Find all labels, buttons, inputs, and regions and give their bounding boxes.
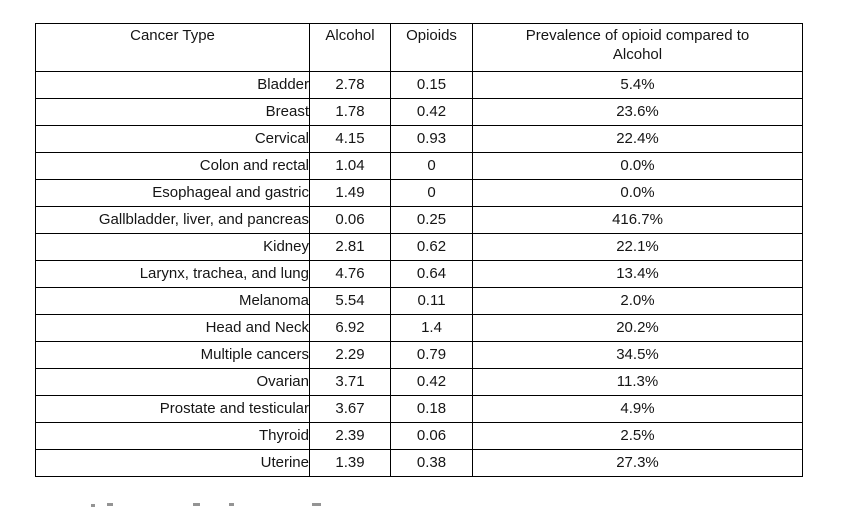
prevalence-cell: 5.4% [472,71,803,99]
table-row: Esophageal and gastric 1.49 0 0.0% [35,179,803,207]
table-row: Gallbladder, liver, and pancreas 0.06 0.25… [35,206,803,234]
cancer-prevalence-table: Cancer Type Alcohol Opioids Prevalence o… [35,23,803,477]
prevalence-cell: 416.7% [472,206,803,234]
opioids-cell: 0.06 [390,422,473,450]
opioids-cell: 1.4 [390,314,473,342]
table-row: Bladder 2.78 0.15 5.4% [35,71,803,99]
prevalence-cell: 22.4% [472,125,803,153]
column-header-label: Prevalence of opioid compared to Alcohol [525,27,750,63]
alcohol-cell: 1.49 [309,179,391,207]
column-header-label: Alcohol [325,27,375,44]
opioids-cell: 0 [390,179,473,207]
table-row: Uterine 1.39 0.38 27.3% [35,449,803,477]
prevalence-cell: 2.5% [472,422,803,450]
prevalence-cell: 0.0% [472,152,803,180]
cancer-type-cell: Cervical [35,125,310,153]
opioids-cell: 0.64 [390,260,473,288]
opioids-cell: 0.15 [390,71,473,99]
alcohol-cell: 2.39 [309,422,391,450]
alcohol-cell: 2.81 [309,233,391,261]
prevalence-cell: 13.4% [472,260,803,288]
cancer-type-cell: Melanoma [35,287,310,315]
column-header-prevalence: Prevalence of opioid compared to Alcohol [472,23,803,72]
cancer-type-cell: Colon and rectal [35,152,310,180]
cancer-type-cell: Kidney [35,233,310,261]
alcohol-cell: 0.06 [309,206,391,234]
table-row: Colon and rectal 1.04 0 0.0% [35,152,803,180]
prevalence-cell: 27.3% [472,449,803,477]
cancer-type-cell: Prostate and testicular [35,395,310,423]
column-header-cancer-type: Cancer Type [35,23,310,72]
table-row: Thyroid 2.39 0.06 2.5% [35,422,803,450]
opioids-cell: 0.25 [390,206,473,234]
cancer-type-cell: Gallbladder, liver, and pancreas [35,206,310,234]
table-row: Breast 1.78 0.42 23.6% [35,98,803,126]
cropped-caption-fragment [193,503,200,506]
prevalence-cell: 22.1% [472,233,803,261]
alcohol-cell: 1.78 [309,98,391,126]
prevalence-cell: 34.5% [472,341,803,369]
opioids-cell: 0.42 [390,98,473,126]
table-row: Ovarian 3.71 0.42 11.3% [35,368,803,396]
cropped-caption-fragment [229,503,234,506]
cropped-caption-fragment [107,503,113,506]
column-header-alcohol: Alcohol [309,23,391,72]
cancer-type-cell: Uterine [35,449,310,477]
alcohol-cell: 5.54 [309,287,391,315]
opioids-cell: 0 [390,152,473,180]
cancer-type-cell: Bladder [35,71,310,99]
cropped-caption-fragment [312,503,321,506]
cancer-type-cell: Breast [35,98,310,126]
prevalence-cell: 2.0% [472,287,803,315]
cropped-caption-fragment [91,504,95,507]
cancer-type-cell: Ovarian [35,368,310,396]
alcohol-cell: 4.15 [309,125,391,153]
alcohol-cell: 3.67 [309,395,391,423]
opioids-cell: 0.79 [390,341,473,369]
opioids-cell: 0.42 [390,368,473,396]
opioids-cell: 0.11 [390,287,473,315]
prevalence-cell: 4.9% [472,395,803,423]
column-header-opioids: Opioids [390,23,473,72]
table-row: Head and Neck 6.92 1.4 20.2% [35,314,803,342]
opioids-cell: 0.18 [390,395,473,423]
alcohol-cell: 1.39 [309,449,391,477]
cancer-type-cell: Esophageal and gastric [35,179,310,207]
table-row: Prostate and testicular 3.67 0.18 4.9% [35,395,803,423]
prevalence-cell: 23.6% [472,98,803,126]
prevalence-cell: 20.2% [472,314,803,342]
column-header-label: Cancer Type [130,27,215,44]
alcohol-cell: 4.76 [309,260,391,288]
cancer-type-cell: Multiple cancers [35,341,310,369]
prevalence-cell: 0.0% [472,179,803,207]
opioids-cell: 0.38 [390,449,473,477]
alcohol-cell: 2.78 [309,71,391,99]
table-body: Bladder 2.78 0.15 5.4% Breast 1.78 0.42 23.6% Ce… [35,71,803,477]
cancer-type-cell: Head and Neck [35,314,310,342]
alcohol-cell: 2.29 [309,341,391,369]
table-row: Kidney 2.81 0.62 22.1% [35,233,803,261]
cancer-type-cell: Thyroid [35,422,310,450]
alcohol-cell: 1.04 [309,152,391,180]
alcohol-cell: 6.92 [309,314,391,342]
prevalence-cell: 11.3% [472,368,803,396]
cancer-type-cell: Larynx, trachea, and lung [35,260,310,288]
column-header-label: Opioids [406,27,457,44]
table-row: Multiple cancers 2.29 0.79 34.5% [35,341,803,369]
opioids-cell: 0.62 [390,233,473,261]
table-row: Larynx, trachea, and lung 4.76 0.64 13.4% [35,260,803,288]
opioids-cell: 0.93 [390,125,473,153]
alcohol-cell: 3.71 [309,368,391,396]
table-row: Cervical 4.15 0.93 22.4% [35,125,803,153]
header-row: Cancer Type Alcohol Opioids Prevalence o… [35,23,803,72]
table-row: Melanoma 5.54 0.11 2.0% [35,287,803,315]
